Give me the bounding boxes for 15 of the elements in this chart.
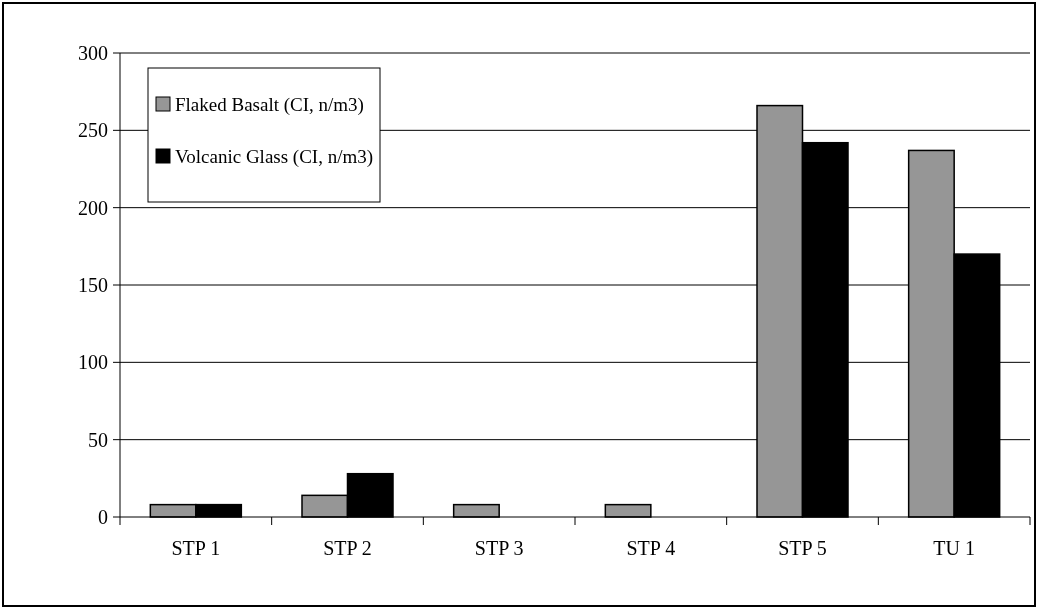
y-tick-label: 50 (88, 428, 108, 451)
y-tick-label: 0 (98, 506, 108, 528)
x-tick-label: STP 3 (474, 537, 524, 559)
x-tick-label: STP 1 (171, 537, 221, 559)
legend-label: Volcanic Glass (CI, n/m3) (175, 145, 374, 168)
y-tick-label: 200 (78, 196, 108, 219)
y-tick-label: 250 (78, 119, 108, 142)
x-tick-label: STP 2 (323, 537, 372, 559)
x-tick-label: STP 5 (778, 537, 827, 559)
legend-label: Flaked Basalt (CI, n/m3) (175, 93, 364, 116)
y-tick-label: 100 (78, 351, 108, 374)
y-tick-label: 150 (78, 274, 108, 296)
x-tick-label: STP 4 (626, 537, 676, 559)
x-tick-label: TU 1 (933, 537, 975, 559)
y-tick-label: 300 (78, 42, 108, 64)
